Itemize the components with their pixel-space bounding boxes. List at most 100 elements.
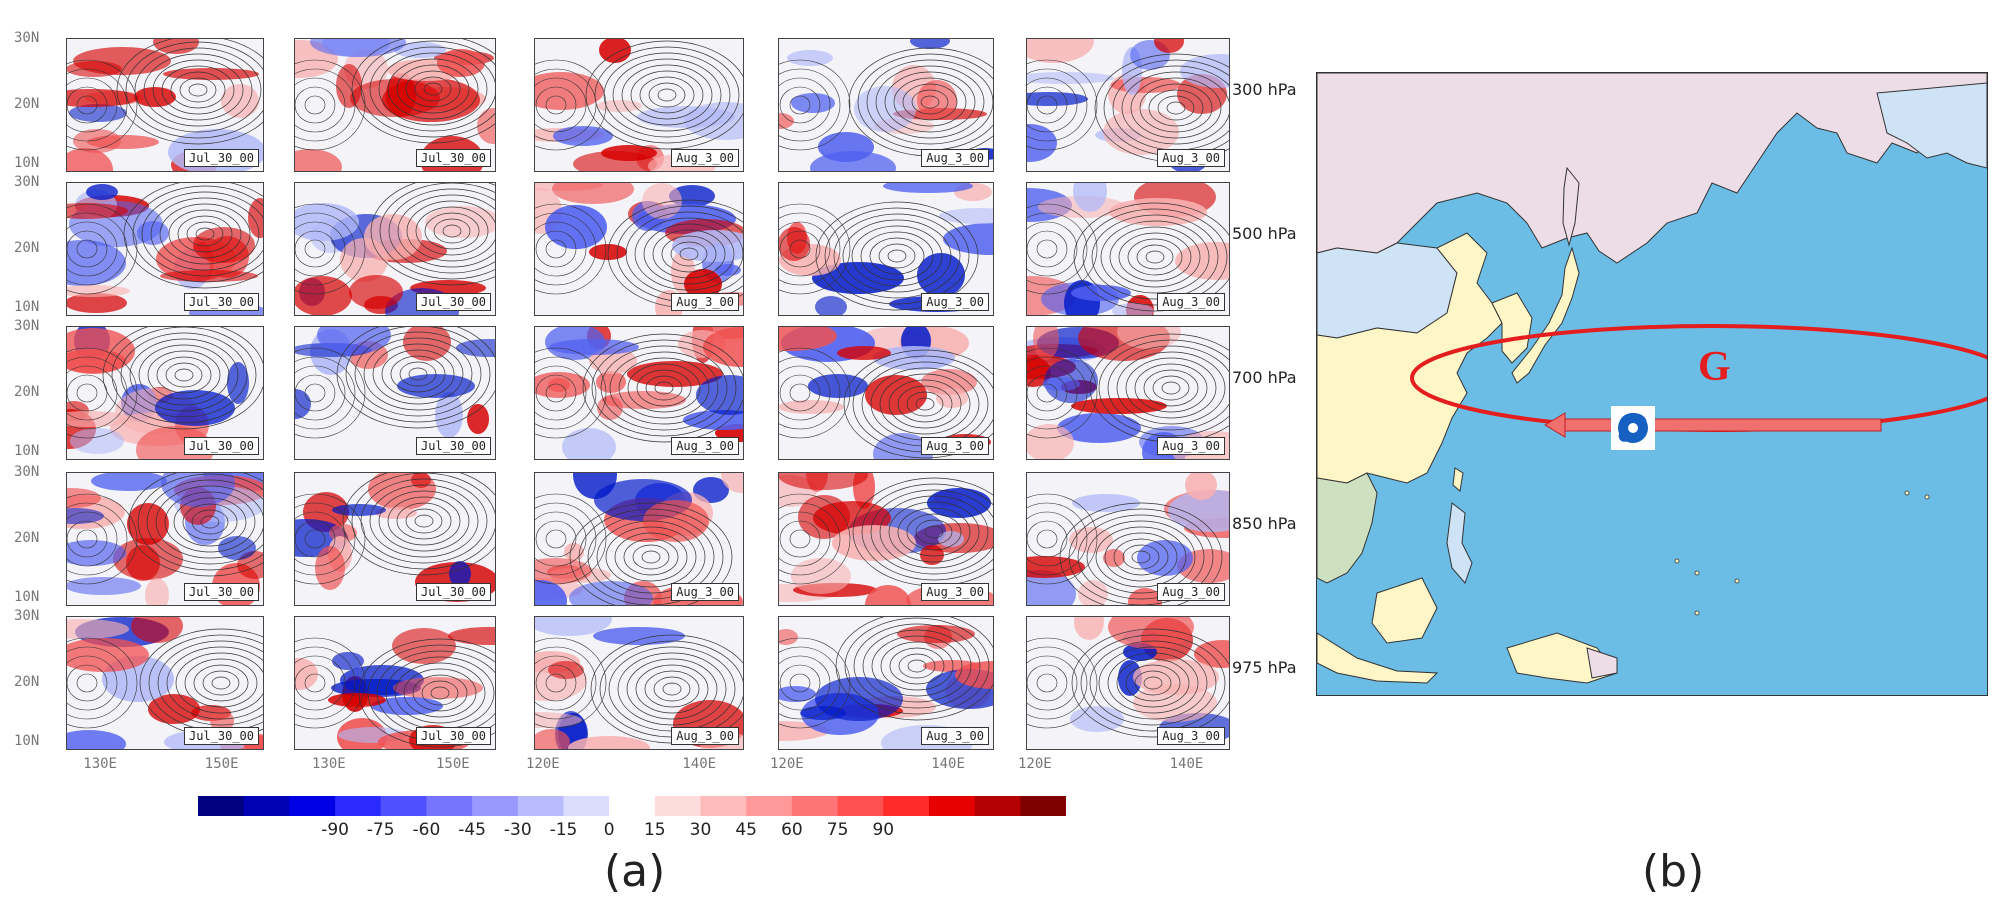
timestamp-label: Aug_3_00 (671, 727, 739, 745)
map-panel: Aug_3_00 (534, 182, 744, 316)
contour-line (166, 646, 263, 720)
anomaly-blob (350, 79, 440, 117)
contour-line (612, 58, 722, 132)
anomaly-blob (787, 50, 833, 66)
colorbar-tick-label: -15 (549, 820, 578, 840)
contour-line (869, 237, 925, 275)
anomaly-blob (927, 488, 991, 518)
lat-tick-label: 20N (14, 96, 40, 112)
anomaly-blob (86, 184, 118, 200)
contour-line (388, 188, 495, 274)
contour-line (159, 203, 251, 265)
contour-line (779, 493, 851, 585)
lon-tick-label: 150E (204, 756, 239, 772)
contour-line (67, 212, 128, 286)
map-panel: Jul_30_00 (294, 182, 496, 316)
contour-line (835, 617, 993, 721)
contour-line (67, 347, 138, 439)
contour-line (295, 86, 336, 124)
pressure-level-label: 850 hPa (1232, 514, 1297, 533)
anomaly-blob (1109, 198, 1207, 226)
anomaly-blob (295, 276, 352, 315)
anomaly-blob (562, 428, 616, 459)
anomaly-blob (67, 148, 113, 171)
contour-line (1098, 339, 1229, 437)
contour-line (779, 502, 841, 576)
anomaly-blob (332, 504, 386, 516)
anomaly-blob (627, 361, 723, 387)
contour-line (605, 526, 697, 588)
contour-line (897, 385, 953, 423)
anomaly-blob (148, 694, 200, 724)
contour-line (535, 86, 577, 124)
contour-line (76, 95, 98, 115)
anomaly-blob (1070, 706, 1124, 732)
anomaly-blob (1074, 617, 1104, 640)
lat-tick-label: 10N (14, 443, 40, 460)
contour-line (67, 493, 138, 585)
contour-line (1027, 637, 1098, 729)
anomaly-blob (791, 558, 851, 594)
anomaly-blob (683, 410, 743, 430)
contour-line (396, 64, 470, 114)
contour-line (879, 495, 989, 569)
typhoon-icon (1611, 406, 1655, 450)
contour-line (304, 673, 326, 693)
anomaly-blob (1108, 617, 1194, 649)
map-panel: Aug_3_00 (534, 472, 744, 606)
contour-line (295, 77, 346, 133)
anomaly-blob (155, 390, 235, 426)
map-panel: Aug_3_00 (1026, 182, 1230, 316)
anomaly-field (535, 327, 743, 459)
contour-line (779, 374, 821, 412)
contour-line (636, 369, 692, 407)
anomaly-blob (1072, 494, 1140, 512)
anomaly-field (535, 617, 743, 749)
land-japan (1511, 246, 1580, 384)
anomaly-blob (1071, 285, 1131, 301)
contour-line (155, 485, 263, 559)
contour-line (860, 231, 934, 281)
contour-line (609, 351, 719, 425)
contour-line (152, 59, 244, 121)
contour-line (779, 356, 841, 430)
anomaly-blob (779, 629, 798, 645)
contour-line (295, 230, 336, 268)
contour-line (1036, 383, 1058, 403)
colorbar-tick-label: -75 (366, 820, 395, 840)
contour-line (161, 65, 235, 115)
anomaly-field (779, 617, 993, 749)
contour-line (1098, 646, 1208, 720)
contour-line (1089, 640, 1217, 726)
contour-line (645, 375, 683, 401)
contour-line (1027, 221, 1078, 277)
contour-line (67, 646, 128, 720)
contour-line (779, 230, 821, 268)
contour-line (295, 646, 356, 720)
contour-line (1107, 345, 1229, 431)
anomaly-blob (703, 327, 743, 367)
contour-line (635, 664, 709, 714)
anomaly-blob (91, 473, 167, 491)
lat-tick-label: 20N (14, 240, 40, 256)
contour-line (179, 77, 217, 103)
map-panel: Aug_3_00 (534, 38, 744, 172)
map-west-pacific: G (1316, 72, 1988, 696)
contour-line (907, 659, 927, 673)
anomaly-blob (865, 585, 911, 605)
contour-line (354, 331, 482, 417)
lat-tick-label: 30N (14, 174, 40, 190)
contour-line (295, 493, 366, 585)
pressure-level-label: 975 hPa (1232, 658, 1297, 677)
contour-line (1127, 238, 1183, 276)
contour-line (888, 379, 962, 429)
colorbar-swatch (609, 796, 656, 816)
anomaly-blob (248, 198, 263, 238)
land-korea (1491, 292, 1533, 364)
colorbar-tick-label: -90 (321, 820, 349, 840)
contour-line (1125, 664, 1181, 702)
map-panel: Jul_30_00 (66, 616, 264, 750)
anomaly-blob (411, 473, 431, 488)
anomaly-blob (917, 80, 957, 120)
colorbar-swatch (974, 796, 1021, 816)
